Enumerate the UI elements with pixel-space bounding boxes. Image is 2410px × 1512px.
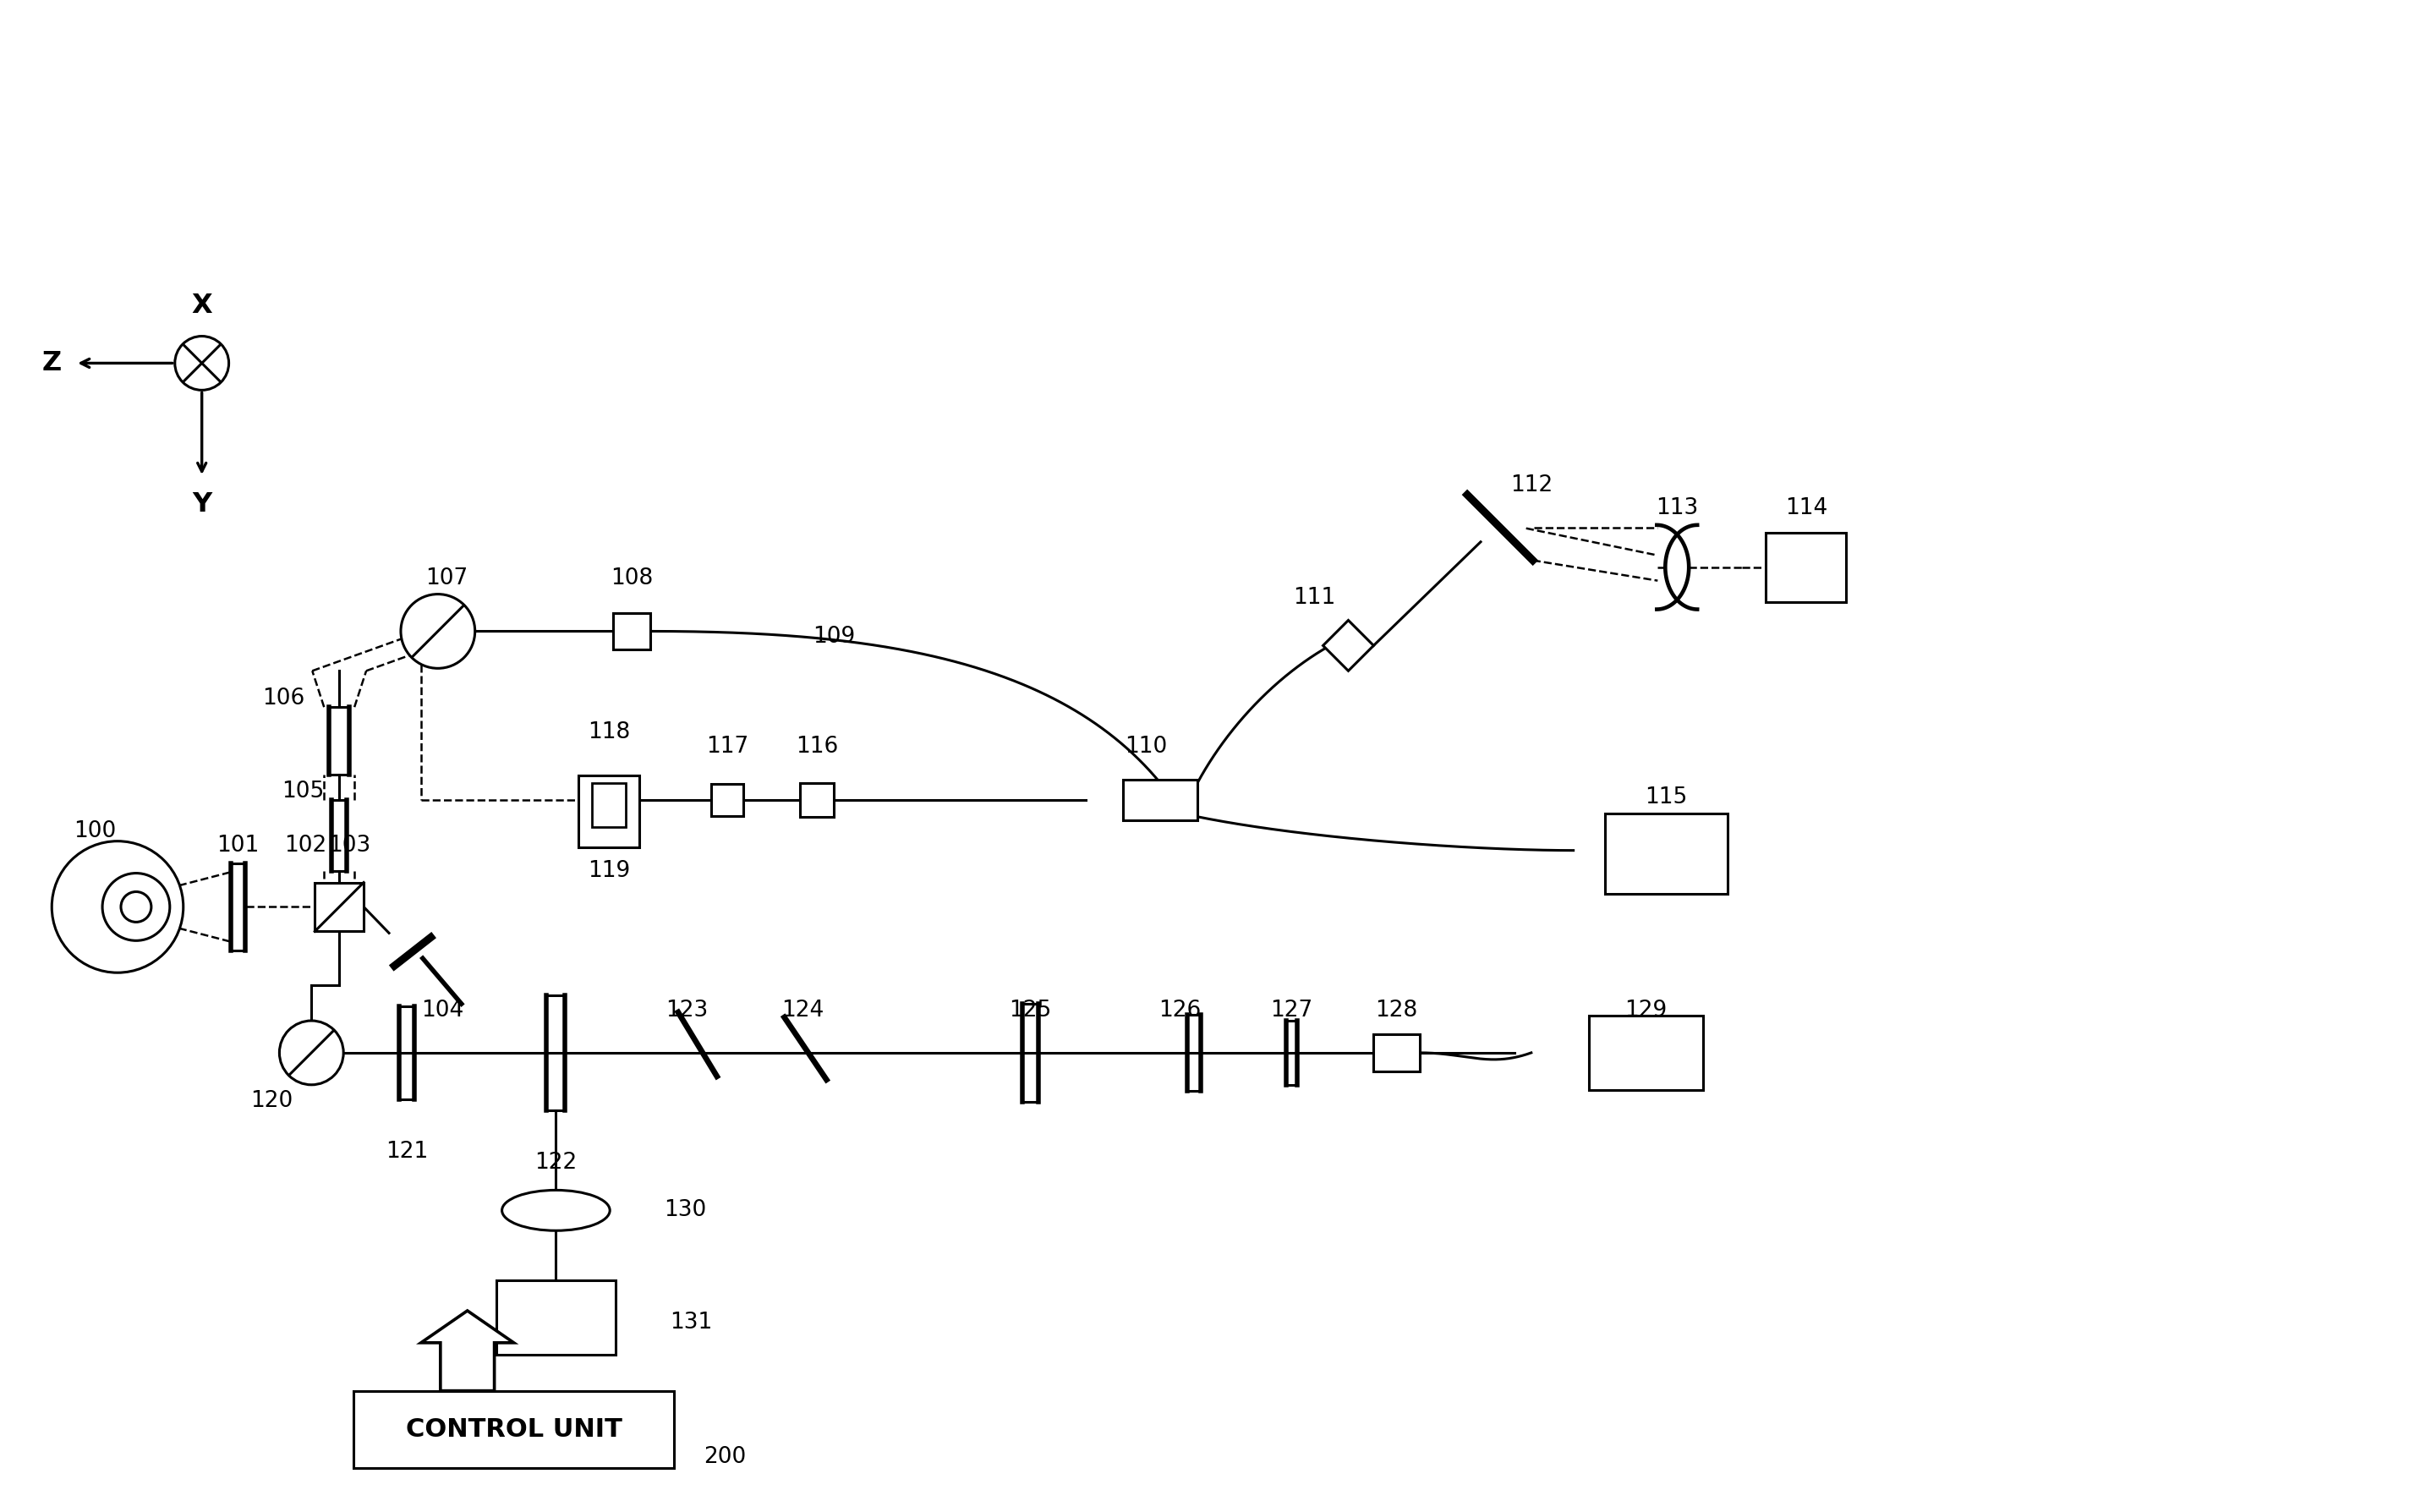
Circle shape bbox=[280, 1021, 345, 1084]
Text: 116: 116 bbox=[795, 736, 839, 758]
Text: 117: 117 bbox=[706, 736, 747, 758]
Bar bbox=[1767, 532, 1846, 602]
Text: 100: 100 bbox=[75, 820, 116, 842]
Bar bbox=[316, 883, 364, 931]
Text: 129: 129 bbox=[1624, 999, 1668, 1022]
Text: X: X bbox=[190, 293, 212, 319]
Text: 108: 108 bbox=[610, 567, 653, 590]
Text: CONTROL UNIT: CONTROL UNIT bbox=[405, 1417, 622, 1442]
Text: 128: 128 bbox=[1376, 999, 1417, 1022]
Text: 112: 112 bbox=[1511, 475, 1552, 496]
Text: 103: 103 bbox=[328, 835, 371, 856]
Text: 104: 104 bbox=[422, 999, 463, 1022]
Text: 124: 124 bbox=[781, 999, 824, 1022]
Ellipse shape bbox=[501, 1190, 610, 1231]
Text: 127: 127 bbox=[1270, 999, 1313, 1022]
Bar bbox=[711, 783, 742, 816]
Text: 120: 120 bbox=[251, 1090, 294, 1111]
Circle shape bbox=[176, 336, 229, 390]
Text: 130: 130 bbox=[663, 1199, 706, 1222]
Text: 118: 118 bbox=[588, 721, 631, 744]
Text: Z: Z bbox=[41, 351, 63, 376]
Bar bbox=[593, 783, 627, 827]
Bar bbox=[1123, 780, 1198, 820]
Text: 114: 114 bbox=[1786, 497, 1827, 519]
Bar bbox=[354, 1391, 675, 1468]
Text: 106: 106 bbox=[263, 688, 304, 709]
Bar bbox=[1605, 813, 1728, 894]
Bar bbox=[612, 612, 651, 650]
Polygon shape bbox=[1323, 620, 1374, 671]
Bar bbox=[1374, 1034, 1419, 1072]
Circle shape bbox=[101, 872, 169, 940]
Text: 123: 123 bbox=[665, 999, 709, 1022]
Text: 107: 107 bbox=[424, 567, 468, 590]
Text: 115: 115 bbox=[1646, 786, 1687, 809]
Text: Y: Y bbox=[193, 491, 212, 519]
Text: 119: 119 bbox=[588, 860, 631, 881]
Bar bbox=[1588, 1016, 1704, 1090]
Bar bbox=[578, 776, 639, 847]
Text: 122: 122 bbox=[535, 1151, 576, 1173]
Polygon shape bbox=[422, 1311, 513, 1391]
Text: 109: 109 bbox=[812, 626, 856, 649]
Text: 131: 131 bbox=[670, 1311, 711, 1334]
Text: 110: 110 bbox=[1125, 736, 1166, 758]
Bar bbox=[800, 783, 834, 816]
Bar bbox=[496, 1281, 615, 1355]
Text: 105: 105 bbox=[282, 780, 325, 803]
Text: 113: 113 bbox=[1656, 497, 1699, 519]
Circle shape bbox=[400, 594, 475, 668]
Circle shape bbox=[51, 841, 183, 972]
Text: 111: 111 bbox=[1294, 587, 1335, 608]
Text: 101: 101 bbox=[217, 835, 260, 856]
Text: 102: 102 bbox=[284, 835, 328, 856]
Text: 125: 125 bbox=[1010, 999, 1051, 1022]
Circle shape bbox=[120, 892, 152, 922]
Text: 200: 200 bbox=[704, 1447, 745, 1468]
Text: 126: 126 bbox=[1159, 999, 1200, 1022]
Text: 121: 121 bbox=[386, 1140, 429, 1163]
